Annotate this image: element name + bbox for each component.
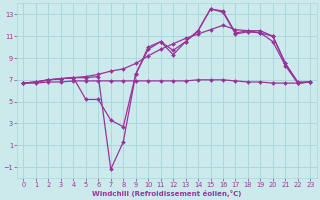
X-axis label: Windchill (Refroidissement éolien,°C): Windchill (Refroidissement éolien,°C) (92, 190, 242, 197)
